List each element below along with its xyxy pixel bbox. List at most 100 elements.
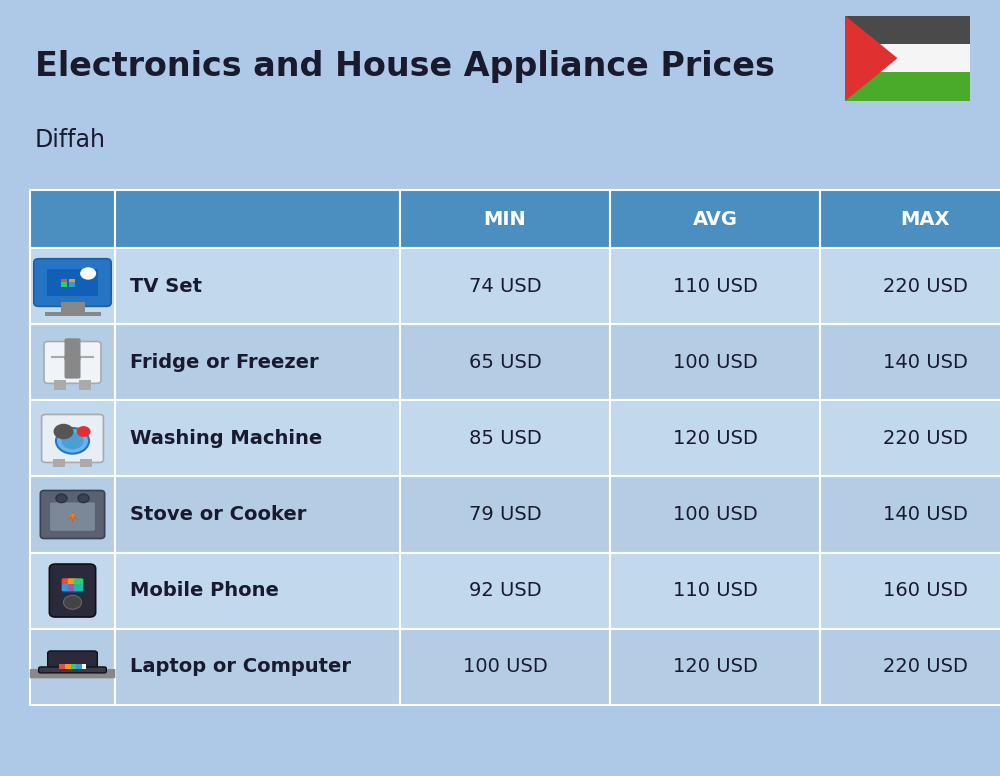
- Text: 74 USD: 74 USD: [469, 277, 541, 296]
- FancyBboxPatch shape: [74, 578, 83, 586]
- FancyBboxPatch shape: [40, 490, 105, 539]
- Text: AVG: AVG: [692, 210, 738, 229]
- FancyBboxPatch shape: [610, 248, 820, 324]
- FancyBboxPatch shape: [30, 669, 115, 678]
- Bar: [70, 663, 76, 669]
- FancyBboxPatch shape: [115, 629, 400, 705]
- Text: 140 USD: 140 USD: [883, 353, 967, 372]
- Text: Fridge or Freezer: Fridge or Freezer: [130, 353, 319, 372]
- Text: 85 USD: 85 USD: [469, 429, 541, 448]
- FancyBboxPatch shape: [62, 584, 71, 591]
- Bar: [61, 279, 67, 284]
- Text: 110 USD: 110 USD: [673, 277, 757, 296]
- FancyBboxPatch shape: [820, 476, 1000, 553]
- FancyBboxPatch shape: [59, 663, 86, 669]
- FancyBboxPatch shape: [845, 44, 970, 72]
- Text: Electronics and House Appliance Prices: Electronics and House Appliance Prices: [35, 50, 775, 84]
- FancyBboxPatch shape: [39, 667, 106, 673]
- FancyBboxPatch shape: [400, 324, 610, 400]
- FancyBboxPatch shape: [48, 651, 97, 672]
- FancyBboxPatch shape: [30, 476, 115, 553]
- FancyBboxPatch shape: [68, 578, 77, 586]
- Text: 110 USD: 110 USD: [673, 581, 757, 600]
- FancyBboxPatch shape: [400, 476, 610, 553]
- FancyBboxPatch shape: [820, 629, 1000, 705]
- FancyBboxPatch shape: [610, 324, 820, 400]
- Polygon shape: [68, 512, 77, 523]
- FancyBboxPatch shape: [64, 356, 80, 379]
- Circle shape: [56, 494, 67, 503]
- Bar: [61, 282, 67, 287]
- Text: 92 USD: 92 USD: [469, 581, 541, 600]
- Polygon shape: [68, 513, 77, 520]
- Text: MIN: MIN: [484, 210, 526, 229]
- Bar: [45, 312, 100, 317]
- Text: 220 USD: 220 USD: [883, 657, 967, 676]
- FancyBboxPatch shape: [115, 400, 400, 476]
- FancyBboxPatch shape: [68, 584, 77, 591]
- Text: Washing Machine: Washing Machine: [130, 429, 322, 448]
- Circle shape: [77, 426, 91, 437]
- FancyBboxPatch shape: [115, 324, 400, 400]
- Circle shape: [64, 595, 82, 609]
- Text: Laptop or Computer: Laptop or Computer: [130, 657, 351, 676]
- FancyBboxPatch shape: [400, 553, 610, 629]
- Bar: [53, 459, 65, 467]
- FancyBboxPatch shape: [30, 324, 115, 400]
- FancyBboxPatch shape: [30, 248, 115, 324]
- Text: 100 USD: 100 USD: [463, 657, 547, 676]
- Text: Stove or Cooker: Stove or Cooker: [130, 505, 306, 524]
- Circle shape: [61, 432, 84, 449]
- Text: Diffah: Diffah: [35, 128, 106, 152]
- Text: 160 USD: 160 USD: [883, 581, 967, 600]
- FancyBboxPatch shape: [845, 16, 970, 44]
- Text: 120 USD: 120 USD: [673, 657, 757, 676]
- FancyBboxPatch shape: [610, 476, 820, 553]
- FancyBboxPatch shape: [115, 476, 400, 553]
- Bar: [80, 459, 92, 467]
- FancyBboxPatch shape: [30, 629, 115, 705]
- Bar: [65, 663, 71, 669]
- FancyBboxPatch shape: [400, 400, 610, 476]
- FancyBboxPatch shape: [610, 629, 820, 705]
- FancyBboxPatch shape: [820, 248, 1000, 324]
- Text: 120 USD: 120 USD: [673, 429, 757, 448]
- FancyBboxPatch shape: [400, 190, 610, 248]
- Polygon shape: [845, 16, 898, 101]
- Circle shape: [78, 494, 89, 503]
- FancyBboxPatch shape: [115, 190, 400, 248]
- Text: Mobile Phone: Mobile Phone: [130, 581, 279, 600]
- FancyBboxPatch shape: [610, 400, 820, 476]
- FancyBboxPatch shape: [34, 258, 111, 307]
- FancyBboxPatch shape: [49, 502, 96, 532]
- Bar: [76, 663, 82, 669]
- Circle shape: [54, 424, 74, 439]
- FancyBboxPatch shape: [49, 564, 96, 617]
- Circle shape: [56, 428, 89, 454]
- FancyBboxPatch shape: [74, 584, 83, 591]
- Text: 220 USD: 220 USD: [883, 429, 967, 448]
- FancyBboxPatch shape: [115, 553, 400, 629]
- Bar: [54, 380, 66, 390]
- FancyBboxPatch shape: [845, 72, 970, 101]
- Text: TV Set: TV Set: [130, 277, 202, 296]
- FancyBboxPatch shape: [64, 338, 80, 361]
- Text: 140 USD: 140 USD: [883, 505, 967, 524]
- FancyBboxPatch shape: [47, 268, 98, 296]
- FancyBboxPatch shape: [820, 324, 1000, 400]
- Bar: [79, 380, 91, 390]
- Text: 100 USD: 100 USD: [673, 353, 757, 372]
- Text: 100 USD: 100 USD: [673, 505, 757, 524]
- Bar: [59, 663, 65, 669]
- FancyBboxPatch shape: [820, 190, 1000, 248]
- FancyBboxPatch shape: [30, 190, 115, 248]
- FancyBboxPatch shape: [30, 553, 115, 629]
- FancyBboxPatch shape: [30, 400, 115, 476]
- Text: MAX: MAX: [900, 210, 950, 229]
- Text: 79 USD: 79 USD: [469, 505, 541, 524]
- Bar: [61, 303, 85, 314]
- FancyBboxPatch shape: [42, 414, 103, 462]
- FancyBboxPatch shape: [115, 248, 400, 324]
- FancyBboxPatch shape: [820, 400, 1000, 476]
- FancyBboxPatch shape: [820, 553, 1000, 629]
